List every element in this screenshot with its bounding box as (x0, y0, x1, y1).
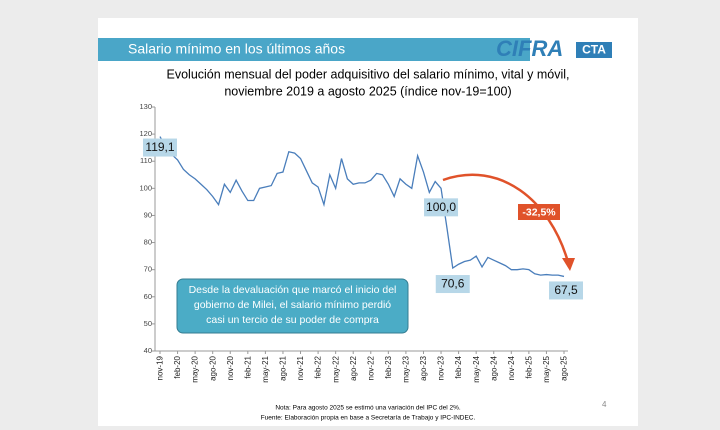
data-label-box (435, 275, 470, 294)
slide-background (98, 18, 638, 426)
note: Nota: Para agosto 2025 se estimó una var… (275, 405, 461, 412)
annotation: gobierno de Milei, el salario mínimo per… (194, 299, 391, 311)
logo-box (576, 42, 612, 58)
header-bar (98, 38, 530, 61)
x-tick-label: nov-19 (156, 355, 165, 380)
y-tick-label: 80 (144, 238, 152, 247)
x-tick-label: may-24 (472, 355, 481, 382)
x-tick-label: may-21 (261, 355, 270, 382)
data-label: 67,5 (554, 283, 578, 297)
arrow-head (562, 258, 575, 271)
y-tick-label: 50 (144, 319, 152, 328)
x-tick-label: feb-22 (314, 355, 323, 378)
logo-tag: CTA (582, 43, 606, 57)
y-tick-label: 70 (144, 265, 152, 274)
header-title: Salario mínimo en los últimos años (128, 41, 345, 57)
annotation: casi un tercio de su poder de compra (206, 314, 379, 326)
x-tick-label: nov-21 (296, 355, 305, 380)
x-tick-label: feb-25 (524, 355, 533, 378)
note: Fuente: Elaboración propia en base a Sec… (261, 415, 476, 422)
chart-title: Evolución mensual del poder adquisitivo … (167, 67, 570, 81)
line (159, 136, 565, 278)
x-tick-label: nov-22 (366, 355, 375, 380)
x-tick-label: nov-20 (226, 355, 235, 380)
logo: CIFRA (496, 36, 563, 61)
change-label: -32,5% (522, 206, 556, 218)
x-tick-label: feb-24 (454, 355, 463, 378)
x-tick-label: nov-23 (437, 355, 446, 380)
data-label: 100,0 (426, 200, 456, 214)
x-tick-label: ago-21 (279, 355, 288, 380)
data-label: 70,6 (441, 277, 465, 291)
x-tick-label: ago-24 (489, 355, 498, 380)
data-label-box (143, 138, 177, 157)
y-tick-label: 90 (144, 210, 152, 219)
y-tick-label: 100 (139, 183, 152, 192)
change-arrow (442, 173, 570, 263)
data-label-box (549, 281, 583, 300)
x-tick-label: ago-22 (349, 355, 358, 380)
change-box (518, 204, 560, 220)
y-tick-label: 110 (140, 156, 152, 165)
data-label: 119,1 (145, 140, 174, 154)
x-tick-label: feb-23 (384, 355, 393, 378)
annotation-box (176, 278, 409, 334)
x-tick-label: may-22 (331, 355, 340, 382)
page-number: 4 (602, 400, 607, 409)
x-tick-label: may-23 (402, 355, 411, 382)
y-tick-label: 120 (139, 129, 152, 138)
y-tick-label: 40 (144, 346, 152, 355)
x-tick-label: ago-23 (419, 355, 428, 380)
x-tick-label: ago-20 (208, 355, 217, 380)
annotation: Desde la devaluación que marcó el inicio… (189, 284, 397, 296)
x-tick-label: feb-20 (173, 355, 182, 378)
x-tick-label: feb-21 (243, 355, 252, 378)
y-tick-label: 60 (144, 292, 152, 301)
chart-title: noviembre 2019 a agosto 2025 (índice nov… (224, 84, 511, 98)
data-label-box (424, 198, 459, 217)
y-tick-label: 130 (139, 102, 152, 111)
x-tick-label: may-25 (542, 355, 551, 382)
x-tick-label: ago-25 (560, 355, 569, 380)
x-tick-label: nov-24 (507, 355, 516, 380)
x-tick-label: may-20 (191, 355, 200, 382)
